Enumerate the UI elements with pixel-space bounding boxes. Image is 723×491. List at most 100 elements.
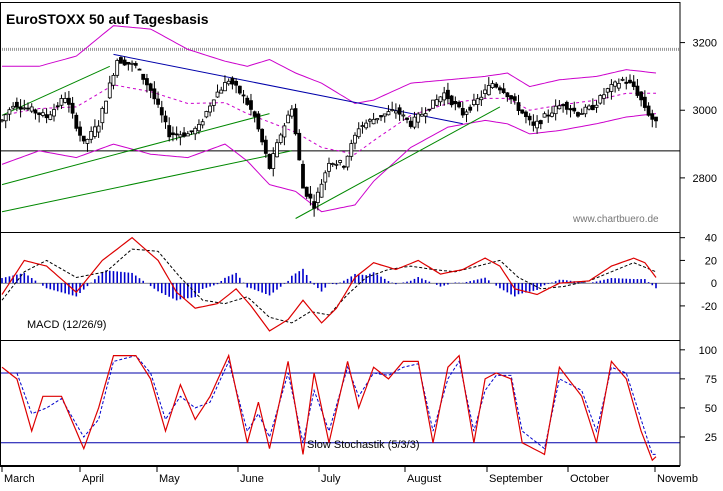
candle-body xyxy=(412,116,417,128)
uptrend-line xyxy=(1,113,270,186)
candle-body xyxy=(78,126,82,136)
candle-body xyxy=(434,99,439,106)
candle-body xyxy=(546,114,551,117)
candle-body xyxy=(167,125,172,138)
candle-body xyxy=(275,142,279,158)
candle-body xyxy=(427,108,432,111)
macd-line xyxy=(1,236,657,332)
candle-body xyxy=(171,132,175,136)
candle-body xyxy=(594,104,599,108)
candle-body xyxy=(535,120,539,129)
candle-body xyxy=(271,153,276,169)
candle-body xyxy=(115,60,120,76)
candle-body xyxy=(63,98,68,103)
candle-body xyxy=(602,94,606,99)
candle-body xyxy=(472,99,476,106)
candle-body xyxy=(297,132,302,161)
candle-body xyxy=(516,102,521,111)
candle-body xyxy=(483,89,487,94)
candle-body xyxy=(18,106,23,110)
candle-body xyxy=(29,106,34,112)
candle-body xyxy=(624,81,629,84)
candle-body xyxy=(55,105,60,108)
candle-body xyxy=(341,165,346,168)
candle-body xyxy=(237,85,242,94)
candle-body xyxy=(501,88,506,94)
candle-body xyxy=(74,114,79,129)
candle-body xyxy=(449,95,454,106)
candle-body xyxy=(542,113,547,118)
candle-body xyxy=(646,105,651,116)
candle-body xyxy=(119,57,123,64)
candle-body xyxy=(163,115,168,123)
candle-body xyxy=(509,95,513,100)
candle-body xyxy=(289,108,294,117)
stoch-label: Slow Stochastik (5/3/3) xyxy=(307,439,420,451)
candle-body xyxy=(226,80,231,85)
candle-body xyxy=(200,121,205,126)
candle-body xyxy=(100,108,105,124)
candle-body xyxy=(156,98,160,105)
candle-body xyxy=(631,81,636,87)
candle-body xyxy=(609,84,614,92)
candle-body xyxy=(639,91,644,101)
candle-body xyxy=(137,68,142,71)
candle-body xyxy=(308,193,313,199)
candle-body xyxy=(48,114,53,120)
candle-body xyxy=(40,112,45,116)
y-tick-label: 3200 xyxy=(693,38,717,50)
candle-body xyxy=(635,85,640,96)
x-tick-label: July xyxy=(321,473,341,485)
downtrend-line xyxy=(113,53,463,125)
candle-body xyxy=(22,107,27,110)
candle-body xyxy=(256,113,261,130)
candle-body xyxy=(197,123,201,132)
candle-body xyxy=(576,112,580,117)
candle-body xyxy=(185,133,190,137)
candle-body xyxy=(583,106,588,115)
candle-body xyxy=(460,107,465,116)
x-tick-label: Novemb xyxy=(657,473,698,485)
x-tick-label: March xyxy=(4,473,35,485)
candle-body xyxy=(446,89,450,100)
bollinger-lower-line xyxy=(1,113,657,213)
y-tick-label: 2800 xyxy=(693,173,717,185)
candle-body xyxy=(301,163,305,189)
x-tick-label: June xyxy=(240,473,264,485)
candle-body xyxy=(386,111,391,116)
candle-body xyxy=(141,73,146,80)
candle-body xyxy=(70,102,75,114)
candle-body xyxy=(393,110,398,114)
candle-body xyxy=(14,101,19,108)
candle-body xyxy=(234,81,239,86)
candle-body xyxy=(494,83,499,88)
candle-body xyxy=(334,163,339,166)
candle-body xyxy=(620,78,625,81)
candle-body xyxy=(628,79,632,84)
candle-body xyxy=(211,99,216,106)
candle-body xyxy=(642,96,647,108)
candle-body xyxy=(85,138,90,144)
candle-body xyxy=(401,114,406,117)
candle-body xyxy=(133,63,138,66)
candle-body xyxy=(193,127,198,135)
candle-body xyxy=(178,134,183,138)
candle-body xyxy=(327,162,331,172)
macd-label: MACD (12/26/9) xyxy=(27,319,106,331)
candle-body xyxy=(159,107,164,116)
candle-body xyxy=(550,112,554,117)
candle-body xyxy=(520,109,525,114)
candle-body xyxy=(104,100,108,114)
candle-body xyxy=(107,82,112,99)
candle-body xyxy=(126,61,131,65)
candle-body xyxy=(130,62,134,65)
candle-body xyxy=(557,105,562,110)
candle-body xyxy=(122,59,127,66)
candle-body xyxy=(338,160,343,163)
candle-body xyxy=(356,128,361,138)
y-tick-label: 40 xyxy=(705,233,717,245)
candle-body xyxy=(66,97,71,105)
y-tick-label: 0 xyxy=(711,278,717,290)
candle-body xyxy=(364,122,369,129)
